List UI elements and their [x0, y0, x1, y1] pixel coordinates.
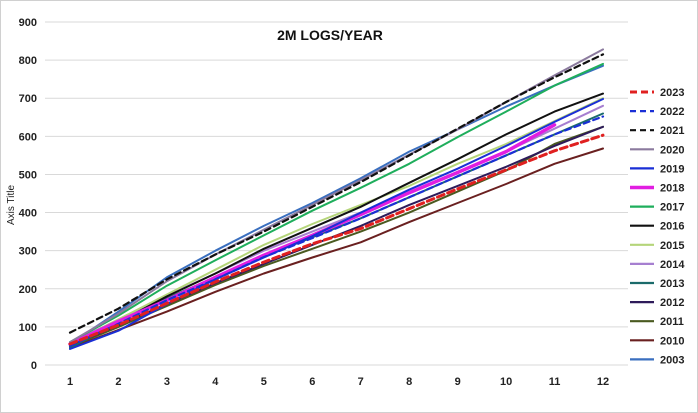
legend-label-2023: 2023	[660, 87, 684, 99]
legend-label-2015: 2015	[660, 240, 684, 252]
y-tick-label: 100	[19, 322, 37, 334]
chart-title: 2M LOGS/YEAR	[277, 27, 383, 43]
y-tick-label: 800	[19, 55, 37, 67]
y-tick-label: 600	[19, 131, 37, 143]
series-line-2016	[69, 92, 604, 347]
x-tick-label: 11	[549, 376, 561, 388]
x-tick-label: 12	[597, 376, 609, 388]
x-tick-label: 9	[455, 376, 461, 388]
y-tick-label: 200	[19, 284, 37, 296]
series-line-2017	[69, 62, 604, 344]
x-tick-label: 10	[500, 376, 512, 388]
legend: 2023 2022 2021 2020 2019 2018 2017 2016 2015 2014…	[630, 87, 685, 366]
y-tick-label: 400	[19, 208, 37, 220]
gridlines	[45, 21, 628, 366]
series-line-2023	[68, 133, 605, 346]
legend-label-2012: 2012	[660, 297, 684, 309]
series-line-2010	[69, 147, 604, 349]
x-tick-label: 8	[406, 376, 412, 388]
series-lines	[68, 48, 605, 350]
y-tick-label: 300	[19, 246, 37, 258]
y-tick-label: 900	[19, 17, 37, 29]
x-tick-label: 4	[212, 376, 219, 388]
legend-label-2013: 2013	[660, 278, 684, 290]
y-tick-label: 500	[19, 169, 37, 181]
legend-label-2019: 2019	[660, 163, 684, 175]
legend-label-2011: 2011	[660, 316, 684, 328]
y-axis-title: Axis Title	[6, 185, 17, 225]
x-tick-label: 7	[358, 376, 364, 388]
legend-label-2014: 2014	[660, 259, 685, 271]
x-tick-label: 6	[309, 376, 315, 388]
series-line-2021	[68, 53, 605, 334]
legend-label-2016: 2016	[660, 221, 684, 233]
series-line-2019	[69, 98, 604, 350]
legend-label-2018: 2018	[660, 183, 684, 195]
legend-label-2010: 2010	[660, 335, 684, 347]
legend-label-2022: 2022	[660, 106, 684, 118]
legend-label-2021: 2021	[660, 125, 684, 137]
legend-label-2003: 2003	[660, 354, 684, 366]
x-tick-label: 1	[67, 376, 73, 388]
x-tick-label: 3	[164, 376, 170, 388]
y-tick-label: 700	[19, 93, 37, 105]
legend-label-2017: 2017	[660, 202, 684, 214]
x-tick-label: 5	[261, 376, 267, 388]
series-line-2022	[68, 115, 605, 347]
x-tick-label: 2	[115, 376, 121, 388]
y-tick-label: 0	[31, 360, 37, 372]
legend-label-2020: 2020	[660, 144, 684, 156]
series-line-2015	[69, 97, 604, 345]
